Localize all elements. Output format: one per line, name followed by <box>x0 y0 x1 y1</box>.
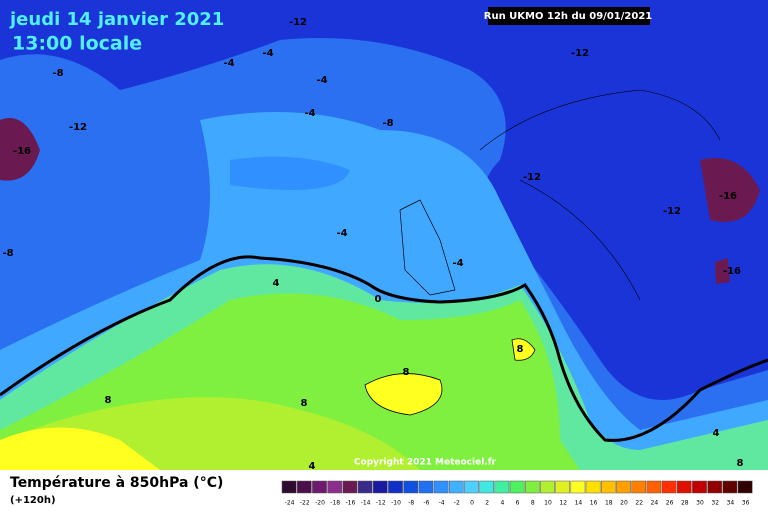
legend-tick-label: 26 <box>666 500 674 507</box>
contour-label: -12 <box>69 122 87 133</box>
legend-tick-label: 8 <box>531 500 535 507</box>
legend-swatch <box>418 480 434 494</box>
legend-swatch <box>616 480 631 494</box>
legend-tick-label: 22 <box>635 500 643 507</box>
legend-swatch <box>570 480 586 494</box>
legend-swatch <box>448 480 464 494</box>
contour-label: -4 <box>336 228 347 239</box>
legend-tick-label: 12 <box>559 500 567 507</box>
legend-title: Température à 850hPa (°C) <box>10 475 223 491</box>
legend-swatch <box>281 480 297 494</box>
legend-tick-label: 6 <box>516 500 520 507</box>
legend-tick-label: 20 <box>620 500 628 507</box>
legend-swatch <box>524 480 540 494</box>
legend-tick-label: -4 <box>439 500 445 507</box>
legend-swatch <box>312 480 327 494</box>
contour-label: -4 <box>304 108 315 119</box>
contour-label: -4 <box>223 58 234 69</box>
contour-label: -12 <box>571 48 589 59</box>
contour-label: 8 <box>301 398 308 409</box>
contour-label: -8 <box>382 118 393 129</box>
legend-lead: (+120h) <box>10 495 56 506</box>
legend-swatch <box>646 480 662 494</box>
subtitle: 13:00 locale <box>12 33 142 55</box>
legend-tick-label: -16 <box>345 500 355 507</box>
legend-tick-label: -22 <box>300 500 310 507</box>
contour-label: 8 <box>403 367 410 378</box>
legend-tick-label: 10 <box>544 500 552 507</box>
legend-tick-label: 30 <box>696 500 704 507</box>
contour-label: -12 <box>523 172 541 183</box>
legend-swatch <box>403 480 419 494</box>
contour-label: -8 <box>2 248 13 259</box>
contour-label: -4 <box>262 48 273 59</box>
legend-tick-label: 0 <box>470 500 474 507</box>
legend-swatch <box>357 480 373 494</box>
contour-label: 4 <box>273 278 280 289</box>
legend-tick-label: 16 <box>590 500 598 507</box>
legend: -24 -22 -20 -18 -16 -14 -12 -10 -8 -6 -4 -2 0 2 4 6 8 10 1… <box>281 480 753 507</box>
legend-tick-label: 32 <box>711 500 719 507</box>
legend-tick-label: -8 <box>408 500 414 507</box>
contour-labels: -12 -4 -4 -8 -4 -12 -4 -8 -16 -12 -12 -12 -16 -16 -8 -4… <box>2 17 743 472</box>
legend-tick-label: -10 <box>391 500 401 507</box>
title: jeudi 14 janvier 2021 <box>9 9 224 30</box>
legend-swatch <box>433 480 449 494</box>
contour-label: 8 <box>517 344 524 355</box>
contour-label: -16 <box>723 266 741 277</box>
legend-tick-label: -20 <box>315 500 325 507</box>
contour-label: 8 <box>105 395 112 406</box>
legend-swatch <box>676 480 692 494</box>
legend-tick-label: 34 <box>727 500 735 507</box>
map-background <box>0 0 768 470</box>
legend-tick-label: 2 <box>485 500 489 507</box>
contour-label: -4 <box>316 75 327 86</box>
legend-swatch <box>692 480 707 494</box>
legend-swatch <box>388 480 403 494</box>
legend-tick-label: -24 <box>285 500 295 507</box>
legend-tick-label: -12 <box>376 500 386 507</box>
contour-label: 4 <box>309 461 316 472</box>
contour-label: -12 <box>663 206 681 217</box>
contour-label: -4 <box>452 258 463 269</box>
legend-tick-label: 4 <box>500 500 504 507</box>
run-label: Run UKMO 12h du 09/01/2021 <box>484 11 653 22</box>
run-box <box>488 7 650 25</box>
legend-swatch <box>540 480 555 494</box>
legend-swatch <box>737 480 753 494</box>
contour-label: -16 <box>13 146 31 157</box>
legend-tick-label: 28 <box>681 500 689 507</box>
contour-label: 8 <box>737 458 744 469</box>
contour-label: 0 <box>375 294 382 305</box>
legend-swatch <box>327 480 343 494</box>
legend-tick-label: 14 <box>575 500 583 507</box>
legend-tick-label: -14 <box>361 500 371 507</box>
contour-label: 4 <box>713 428 720 439</box>
legend-swatch <box>342 480 358 494</box>
legend-tick-label: -6 <box>423 500 429 507</box>
legend-swatch <box>509 480 525 494</box>
contour-label: -12 <box>289 17 307 28</box>
copyright: Copyright 2021 Meteociel.fr <box>354 458 497 468</box>
legend-swatch <box>494 480 510 494</box>
legend-tick-label: -18 <box>330 500 340 507</box>
legend-swatch <box>631 480 647 494</box>
legend-tick-label: -2 <box>454 500 460 507</box>
legend-tick-label: 24 <box>651 500 659 507</box>
legend-swatch <box>296 480 312 494</box>
legend-swatch <box>600 480 616 494</box>
legend-swatch <box>555 480 571 494</box>
legend-swatch <box>479 480 495 494</box>
legend-swatch <box>722 480 738 494</box>
contour-label: -16 <box>719 191 737 202</box>
legend-swatch <box>464 480 479 494</box>
legend-swatch <box>372 480 388 494</box>
contour-label: -8 <box>52 68 63 79</box>
legend-tick-label: 18 <box>605 500 613 507</box>
legend-tick-label: 36 <box>742 500 750 507</box>
legend-swatch <box>707 480 723 494</box>
legend-swatch <box>585 480 601 494</box>
legend-swatch <box>661 480 677 494</box>
